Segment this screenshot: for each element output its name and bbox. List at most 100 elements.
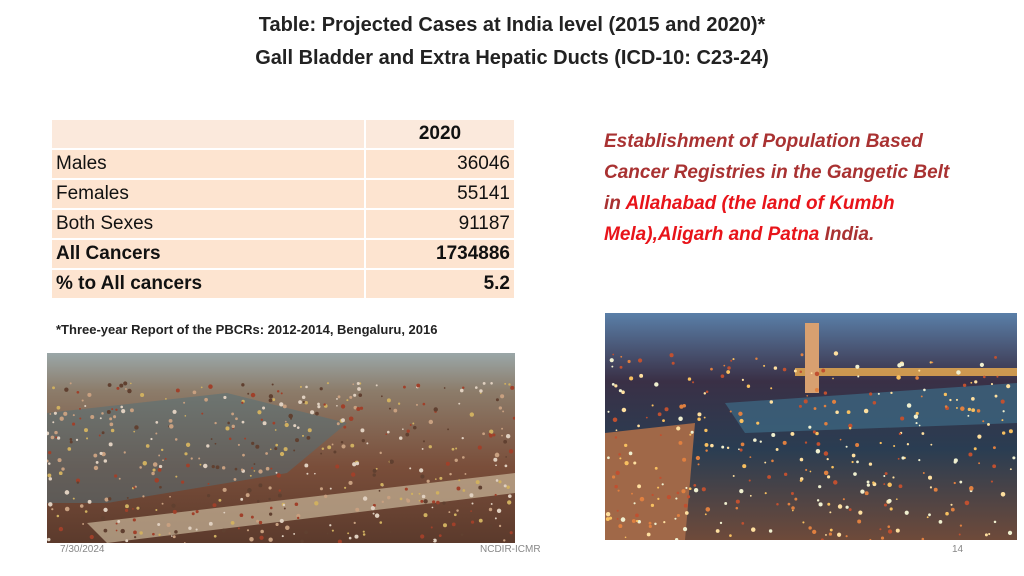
texture-dot [133, 430, 136, 433]
texture-dot [48, 451, 52, 455]
texture-dot [704, 513, 707, 516]
texture-dot [351, 472, 356, 477]
texture-dot [191, 512, 195, 516]
texture-dot [869, 538, 872, 540]
texture-dot [929, 486, 933, 489]
texture-dot [923, 388, 926, 392]
texture-dot [464, 473, 467, 475]
texture-dot [494, 452, 500, 458]
texture-dot [494, 517, 497, 520]
texture-dot [69, 382, 72, 385]
texture-dot [79, 407, 81, 410]
texture-dot [412, 425, 417, 430]
texture-dot [915, 422, 918, 425]
texture-dot [109, 417, 113, 421]
texture-dot [879, 441, 882, 445]
table-row: % to All cancers 5.2 [50, 268, 516, 300]
texture-dot [79, 417, 82, 420]
texture-dot [278, 489, 281, 492]
texture-dot [624, 443, 628, 448]
texture-dot [223, 511, 226, 514]
texture-dot [48, 502, 53, 507]
texture-dot [103, 507, 108, 513]
texture-dot [349, 395, 353, 399]
texture-dot [741, 378, 744, 381]
texture-dot [746, 384, 751, 388]
texture-dot [323, 494, 328, 498]
texture-dot [268, 394, 274, 399]
texture-dot [456, 486, 461, 491]
texture-dot [1007, 530, 1013, 535]
texture-dot [637, 424, 640, 428]
texture-dot [327, 445, 332, 450]
texture-dot [821, 368, 826, 373]
texture-dot [231, 412, 235, 416]
texture-dot [428, 419, 434, 425]
texture-dot [443, 387, 446, 389]
texture-dot [79, 504, 84, 508]
texture-dot [710, 367, 713, 371]
texture-dot [305, 385, 308, 389]
texture-dot [296, 516, 300, 520]
texture-dot [389, 459, 394, 464]
texture-dot [307, 428, 312, 433]
texture-dot [973, 447, 977, 451]
texture-dot [968, 452, 973, 457]
texture-dot [678, 416, 683, 421]
texture-dot [169, 495, 171, 498]
texture-dot [393, 408, 398, 413]
texture-dot [470, 520, 475, 524]
texture-dot [253, 470, 256, 472]
texture-dot [69, 437, 73, 441]
texture-dot [133, 486, 136, 489]
texture-dot [95, 460, 99, 464]
texture-dot [855, 443, 860, 447]
texture-dot [955, 398, 959, 401]
texture-dot [880, 536, 885, 540]
texture-dot [495, 398, 499, 402]
texture-dot [125, 388, 127, 390]
texture-dot [695, 455, 701, 461]
texture-dot [967, 407, 972, 412]
texture-dot [434, 478, 437, 480]
texture-dot [799, 479, 803, 482]
texture-dot [895, 528, 900, 533]
texture-dot [742, 464, 747, 469]
texture-dot [654, 522, 657, 526]
texture-dot [237, 527, 240, 530]
texture-dot [502, 410, 505, 413]
texture-dot [896, 375, 901, 380]
texture-dot [827, 502, 831, 506]
texture-dot [490, 503, 493, 505]
texture-dot [268, 486, 272, 490]
texture-dot [317, 405, 321, 409]
texture-dot [168, 532, 171, 535]
texture-dot [512, 416, 515, 420]
texture-dot [58, 471, 63, 476]
texture-dot [738, 448, 740, 451]
texture-dot [901, 456, 905, 460]
texture-dot [607, 456, 610, 460]
texture-dot [682, 527, 688, 532]
texture-dot [340, 418, 345, 423]
texture-dot [221, 466, 226, 470]
texture-dot [845, 535, 848, 538]
texture-dot [740, 442, 745, 447]
texture-dot [50, 435, 55, 440]
texture-dot [58, 526, 64, 532]
texture-dot [704, 428, 708, 433]
texture-dot [887, 529, 893, 534]
texture-dot [350, 443, 355, 448]
texture-dot [783, 472, 788, 476]
texture-dot [221, 528, 226, 533]
texture-dot [990, 382, 994, 386]
texture-dot [380, 482, 384, 487]
texture-dot [405, 498, 409, 501]
texture-dot [268, 497, 271, 501]
texture-dot [723, 364, 726, 367]
texture-dot [856, 460, 859, 464]
texture-dot [75, 478, 81, 483]
texture-dot [184, 415, 187, 417]
texture-dot [333, 450, 337, 454]
texture-dot [64, 387, 69, 392]
